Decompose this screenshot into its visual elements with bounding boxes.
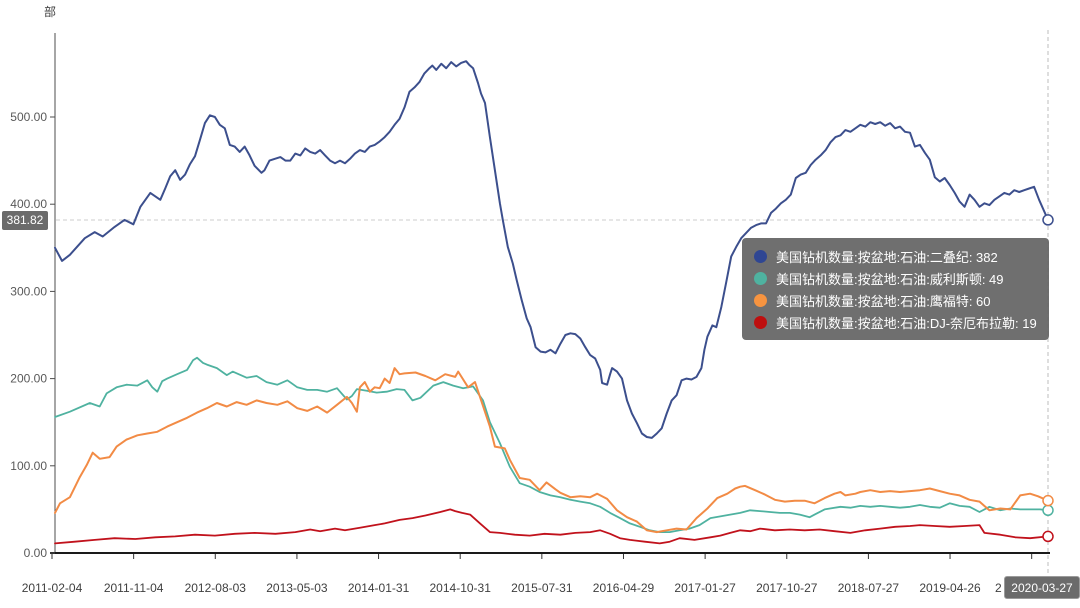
y-tick-label: 0.00: [24, 546, 48, 560]
series-end-marker[interactable]: [1042, 494, 1054, 507]
tooltip-row: 美国钻机数量:按盆地:石油:鹰福特: 60: [754, 289, 1037, 311]
series-color-dot: [754, 293, 767, 307]
x-axis-crosshair-date-badge: 2020-03-27: [1004, 576, 1080, 599]
x-tick-label: 2015-07-31: [511, 581, 573, 595]
y-tick-label: 400.00: [10, 197, 47, 211]
x-tick-label: 2016-04-29: [593, 581, 655, 595]
tooltip-row: 美国钻机数量:按盆地:石油:二叠纪: 382: [754, 245, 1037, 267]
series-line[interactable]: [54, 356, 1049, 533]
x-axis-line: [50, 552, 1050, 554]
y-axis-ticks: [50, 116, 55, 554]
y-tick-label: 100.00: [10, 459, 47, 473]
y-axis-labels: 0.00 100.00 200.00 300.00 400.00 500.00: [10, 110, 47, 560]
x-tick-label: 2013-05-03: [266, 581, 328, 595]
x-tick-label: 2018-07-27: [838, 581, 900, 595]
y-tick-label: 300.00: [10, 284, 47, 298]
series-line[interactable]: [54, 508, 1049, 545]
x-axis-ticks: [51, 554, 1033, 559]
tooltip-row: 美国钻机数量:按盆地:石油:DJ-奈厄布拉勒: 19: [754, 311, 1037, 333]
y-tick-label: 500.00: [10, 110, 47, 124]
x-tick-label: 2012-08-03: [185, 581, 247, 595]
tooltip-row-text: 美国钻机数量:按盆地:石油:DJ-奈厄布拉勒: 19: [776, 315, 1037, 331]
series-end-marker[interactable]: [1042, 504, 1054, 517]
x-tick-label: 2014-01-31: [348, 581, 410, 595]
tooltip-row-text: 美国钻机数量:按盆地:石油:威利斯顿: 49: [776, 271, 1004, 287]
x-label-partial: 2: [995, 581, 1002, 595]
tooltip: 美国钻机数量:按盆地:石油:二叠纪: 382 美国钻机数量:按盆地:石油:威利斯顿…: [742, 238, 1049, 340]
y-axis-unit-label: 部: [43, 5, 56, 19]
x-tick-label: 2017-01-27: [674, 581, 736, 595]
series-color-dot: [754, 315, 767, 329]
x-tick-label: 2017-10-27: [756, 581, 818, 595]
tooltip-row: 美国钻机数量:按盆地:石油:威利斯顿: 49: [754, 267, 1037, 289]
tooltip-row-text: 美国钻机数量:按盆地:石油:鹰福特: 60: [776, 293, 991, 309]
series-end-marker[interactable]: [1042, 530, 1054, 543]
y-axis-marker-badge: 381.82: [2, 211, 48, 230]
series-color-dot: [754, 249, 767, 263]
series-color-dot: [754, 271, 767, 285]
series-end-marker[interactable]: [1042, 214, 1054, 226]
series-line[interactable]: [54, 60, 1049, 439]
y-tick-label: 200.00: [10, 372, 47, 386]
tooltip-row-text: 美国钻机数量:按盆地:石油:二叠纪: 382: [776, 249, 998, 265]
data-series-lines[interactable]: [54, 60, 1049, 545]
x-tick-label: 2011-02-04: [22, 581, 83, 595]
x-tick-label: 2014-10-31: [430, 581, 492, 595]
series-end-point-markers[interactable]: [1042, 214, 1054, 543]
x-axis-labels: 2011-02-04 2011-11-04 2012-08-03 2013-05-03…: [22, 581, 981, 595]
series-line[interactable]: [54, 367, 1049, 534]
x-tick-label: 2011-11-04: [104, 581, 164, 595]
x-tick-label: 2019-04-26: [919, 581, 981, 595]
